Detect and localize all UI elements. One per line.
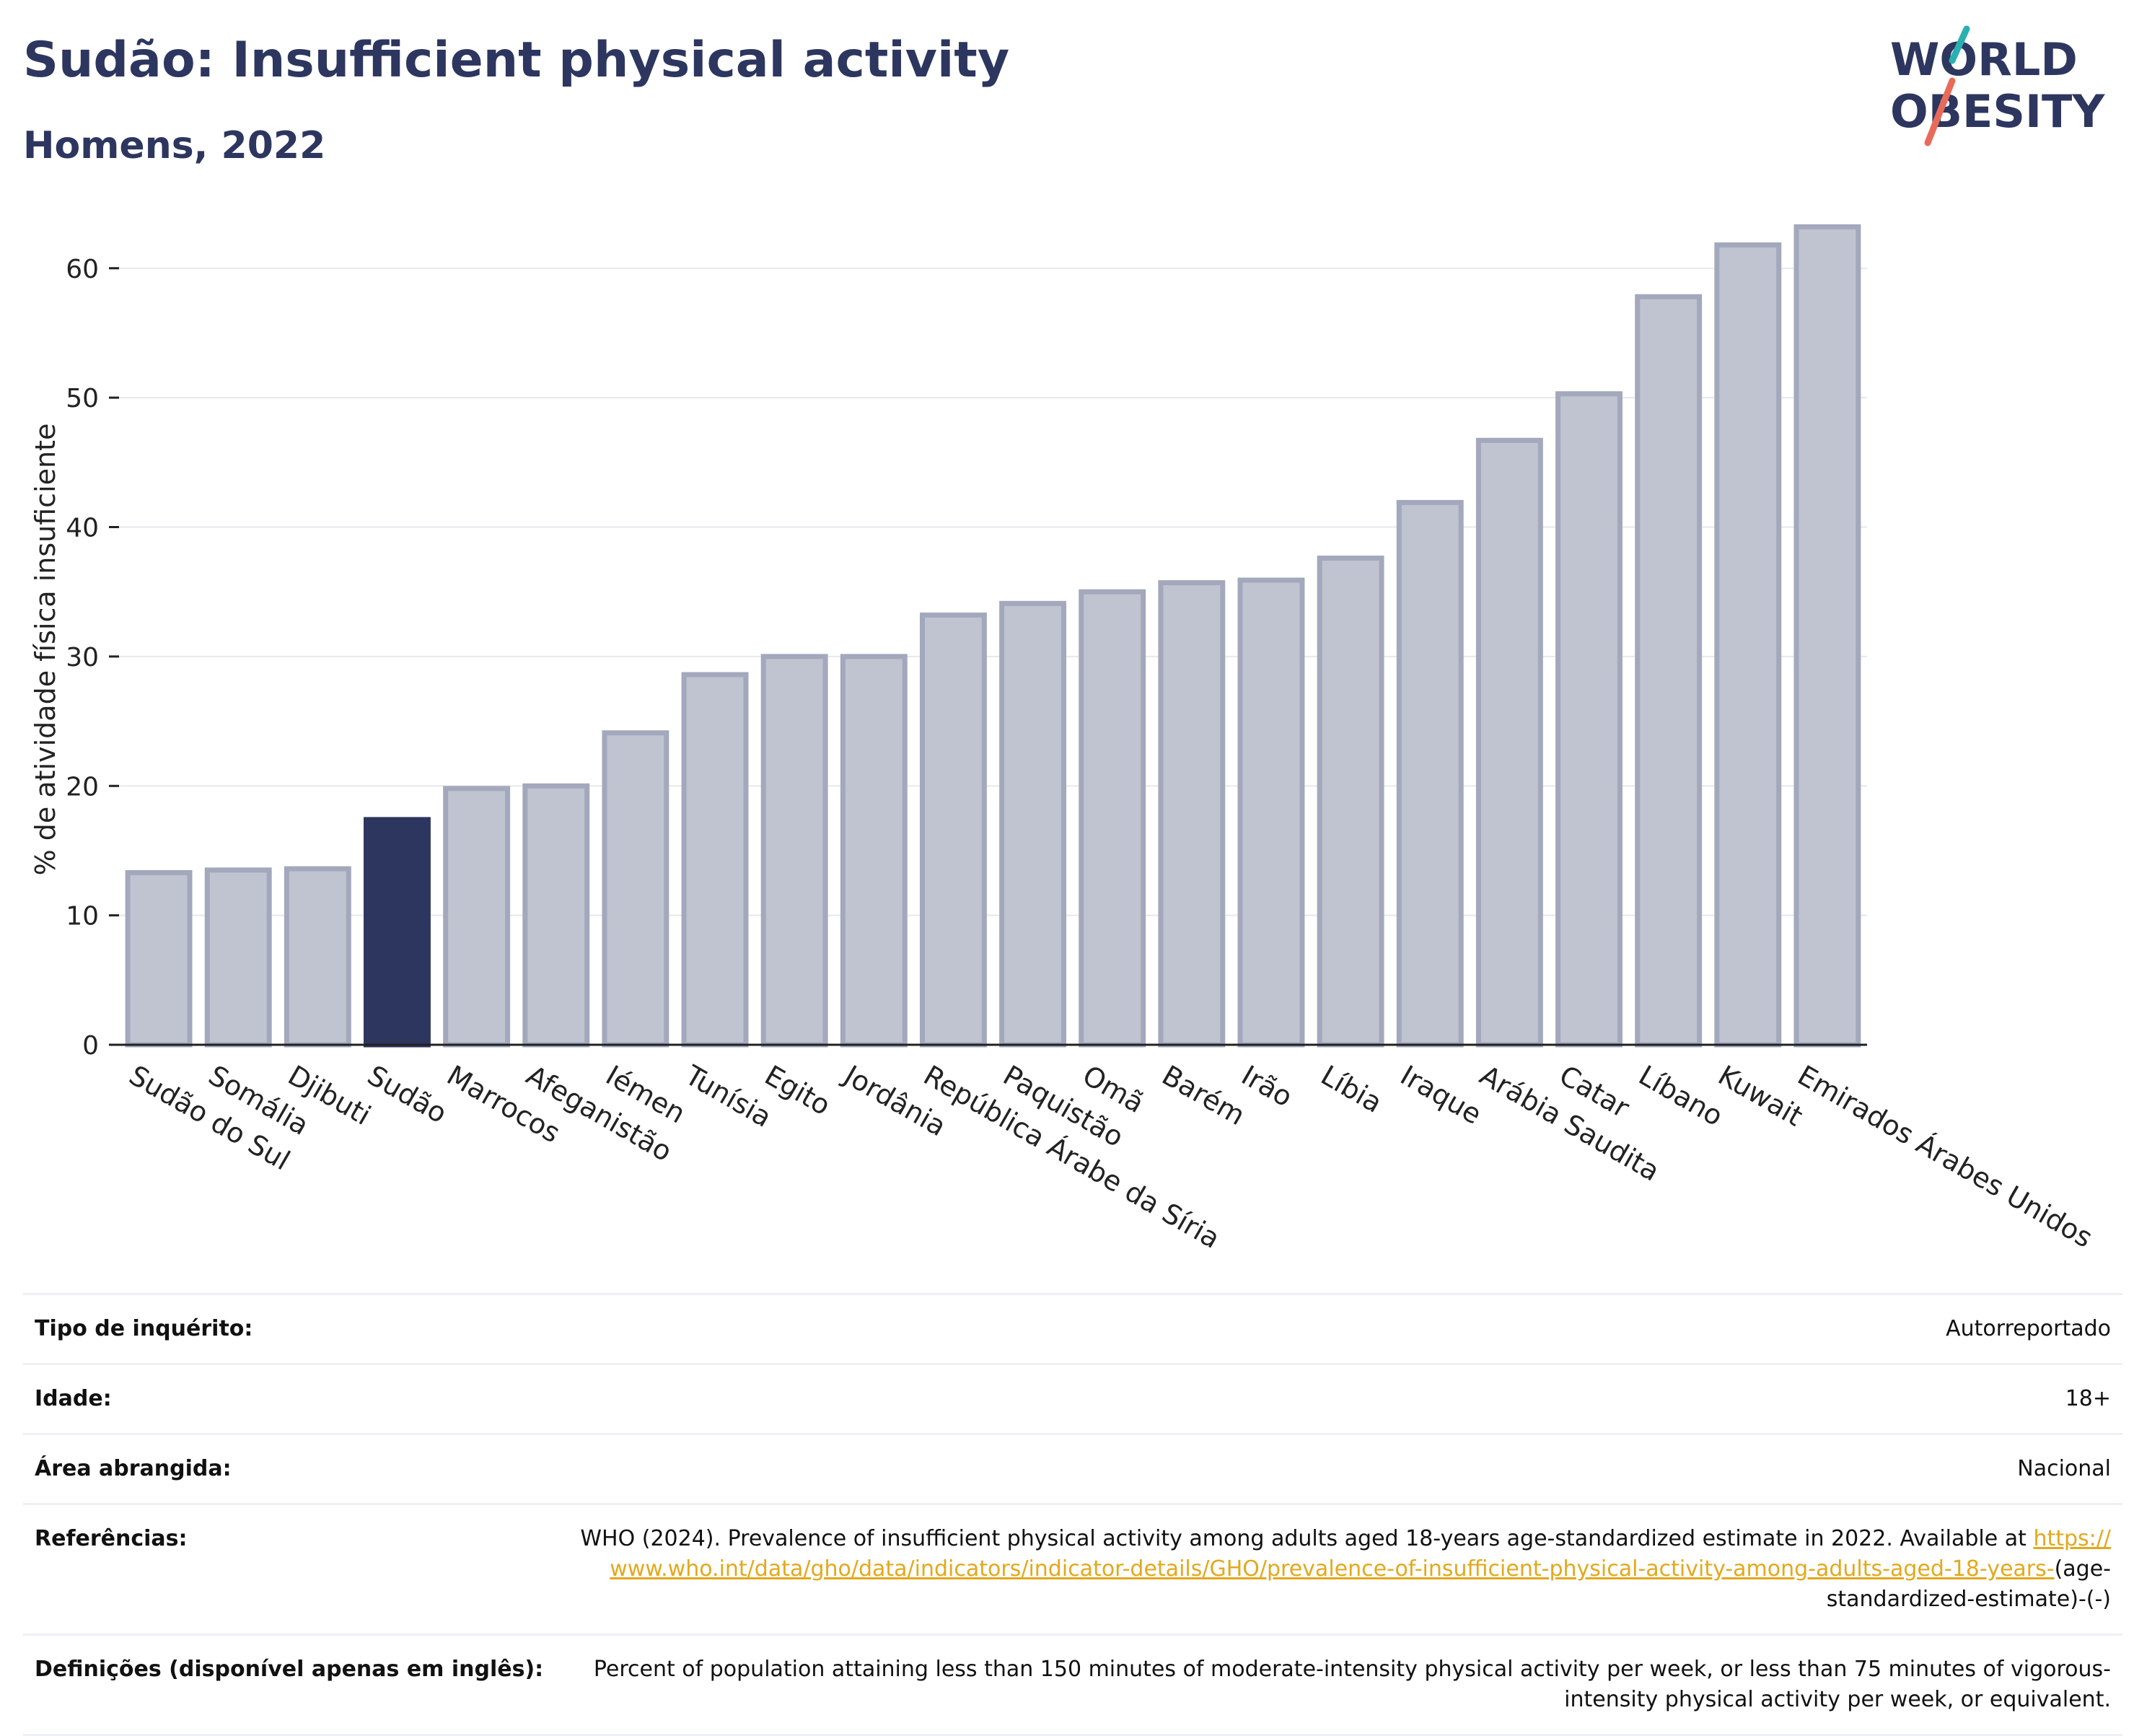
bar-14 bbox=[1158, 580, 1226, 1048]
x-tick-label: Kuwait bbox=[1713, 1059, 1808, 1133]
references-link[interactable]: https://www.who.int/data/gho/data/indica… bbox=[610, 1526, 2111, 1582]
y-tick-label: 30 bbox=[66, 643, 99, 672]
bar-22 bbox=[1793, 224, 1861, 1048]
bar-16 bbox=[1317, 556, 1384, 1048]
bar-20 bbox=[1635, 294, 1703, 1048]
survey-type-label: Tipo de inquérito: bbox=[23, 1293, 566, 1365]
chart-subtitle: Homens, 2022 bbox=[23, 124, 326, 167]
definitions-value: Percent of population attaining less tha… bbox=[566, 1634, 2122, 1736]
info-row-area: Área abrangida: Nacional bbox=[23, 1433, 2122, 1505]
bar-chart: 0 10 20 30 40 50 60 Sudão do SulSomáliaDjibuti… bbox=[30, 224, 2098, 1255]
bar-18 bbox=[1475, 437, 1543, 1048]
bar-11 bbox=[919, 612, 987, 1048]
bar-12 bbox=[999, 600, 1067, 1048]
references-label: Referências: bbox=[23, 1503, 566, 1636]
bar-13 bbox=[1079, 589, 1146, 1048]
world-obesity-logo: WORLD OBESITY bbox=[1890, 25, 2105, 146]
area-label: Área abrangida: bbox=[23, 1433, 566, 1505]
bar-10 bbox=[840, 654, 908, 1048]
bar-2 bbox=[204, 867, 272, 1048]
x-tick-label: Líbano bbox=[1633, 1059, 1729, 1132]
logo-word-obesity: OBESITY bbox=[1890, 85, 2105, 138]
metadata-table: Tipo de inquérito: Autorreportado Idade:… bbox=[23, 1293, 2122, 1736]
x-tick-label: Iraque bbox=[1395, 1059, 1487, 1131]
y-axis-label: % de atividade física insuficiente bbox=[30, 424, 61, 876]
bar-7 bbox=[602, 730, 669, 1048]
bar-21 bbox=[1714, 242, 1782, 1048]
logo-word-world: WORLD bbox=[1890, 33, 2078, 86]
area-value: Nacional bbox=[566, 1433, 2122, 1505]
age-label: Idade: bbox=[23, 1363, 566, 1435]
bar-5 bbox=[443, 786, 511, 1048]
bar-15 bbox=[1237, 577, 1305, 1048]
x-axis-ticks: Sudão do SulSomáliaDjibutiSudãoMarrocosA… bbox=[124, 1058, 2098, 1255]
y-tick-label: 50 bbox=[66, 384, 99, 413]
bar-17 bbox=[1396, 499, 1464, 1048]
references-value: WHO (2024). Prevalence of insufficient p… bbox=[566, 1503, 2122, 1636]
x-tick-label: Sudão bbox=[362, 1059, 452, 1130]
survey-type-value: Autorreportado bbox=[566, 1293, 2122, 1365]
definitions-label: Definições (disponível apenas em inglês)… bbox=[23, 1634, 566, 1736]
bar-3 bbox=[284, 866, 351, 1048]
info-row-references: Referências: WHO (2024). Prevalence of i… bbox=[23, 1503, 2122, 1636]
x-tick-label: Emirados Árabes Unidos bbox=[1792, 1059, 2098, 1254]
bar-8 bbox=[681, 672, 749, 1048]
bar-1 bbox=[125, 869, 193, 1048]
bars bbox=[125, 224, 1861, 1048]
y-tick-label: 20 bbox=[66, 772, 99, 802]
references-text: WHO (2024). Prevalence of insufficient p… bbox=[580, 1526, 2027, 1551]
info-row-age: Idade: 18+ bbox=[23, 1363, 2122, 1435]
x-tick-label: Líbia bbox=[1316, 1059, 1388, 1119]
x-tick-label: Barém bbox=[1156, 1059, 1250, 1131]
bar-4 bbox=[364, 817, 431, 1048]
y-tick-label: 60 bbox=[66, 255, 99, 284]
info-row-survey-type: Tipo de inquérito: Autorreportado bbox=[23, 1293, 2122, 1365]
y-tick-label: 0 bbox=[82, 1031, 99, 1061]
y-axis-ticks: 0 10 20 30 40 50 60 bbox=[66, 255, 119, 1061]
bar-9 bbox=[760, 654, 828, 1048]
chart-title: Sudão: Insufficient physical activity bbox=[23, 32, 1010, 89]
y-tick-label: 10 bbox=[66, 902, 99, 931]
age-value: 18+ bbox=[566, 1363, 2122, 1435]
logo-slash-teal bbox=[1949, 25, 1970, 64]
references-suffix: (age-standardized-estimate)-(-) bbox=[1826, 1556, 2111, 1612]
bar-6 bbox=[522, 783, 590, 1048]
x-tick-label: Tunísia bbox=[680, 1058, 777, 1134]
y-tick-label: 40 bbox=[66, 514, 99, 543]
info-row-definitions: Definições (disponível apenas em inglês)… bbox=[23, 1634, 2122, 1736]
logo-slash-coral bbox=[1924, 77, 1956, 146]
bar-19 bbox=[1555, 391, 1623, 1048]
